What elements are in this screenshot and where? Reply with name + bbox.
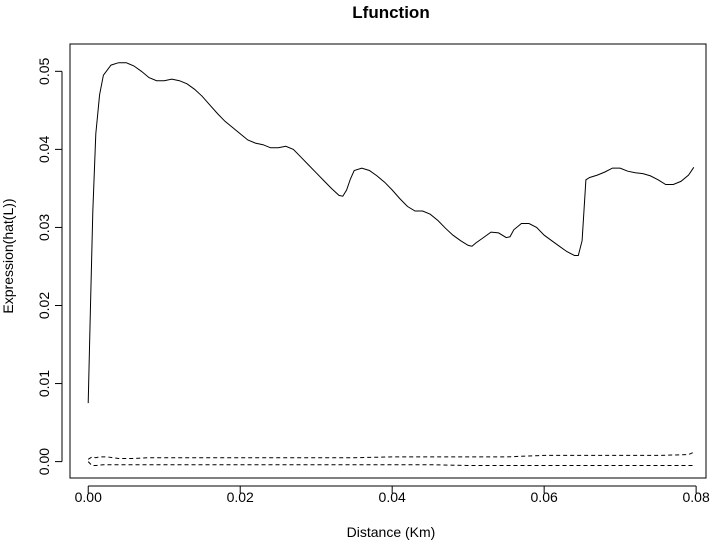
y-axis: 0.00 0.01 0.02 0.03 0.04 0.05 xyxy=(36,57,63,475)
y-axis-label: Expression(hat(L)) xyxy=(0,198,16,313)
plot-frame xyxy=(69,43,707,479)
envelope-line-2 xyxy=(87,461,694,466)
y-tick-label: 0.04 xyxy=(36,136,52,163)
envelope-line-1 xyxy=(87,451,695,460)
y-tick-label: 0.02 xyxy=(36,292,52,319)
chart-title: Lfunction xyxy=(352,3,429,22)
y-tick-label: 0.05 xyxy=(36,57,52,84)
x-axis: 0.00 0.02 0.04 0.06 0.08 xyxy=(75,485,710,505)
x-axis-label: Distance (Km) xyxy=(347,524,436,540)
x-tick-label: 0.06 xyxy=(531,489,558,505)
y-tick-label: 0.03 xyxy=(36,214,52,241)
x-tick-label: 0.02 xyxy=(227,489,254,505)
x-tick-label: 0.08 xyxy=(682,489,709,505)
x-tick-label: 0.00 xyxy=(75,489,102,505)
y-tick-label: 0.01 xyxy=(36,370,52,397)
lfunction-line xyxy=(87,62,695,404)
x-tick-label: 0.04 xyxy=(379,489,406,505)
series-layer xyxy=(87,62,695,466)
y-tick-label: 0.00 xyxy=(36,448,52,475)
